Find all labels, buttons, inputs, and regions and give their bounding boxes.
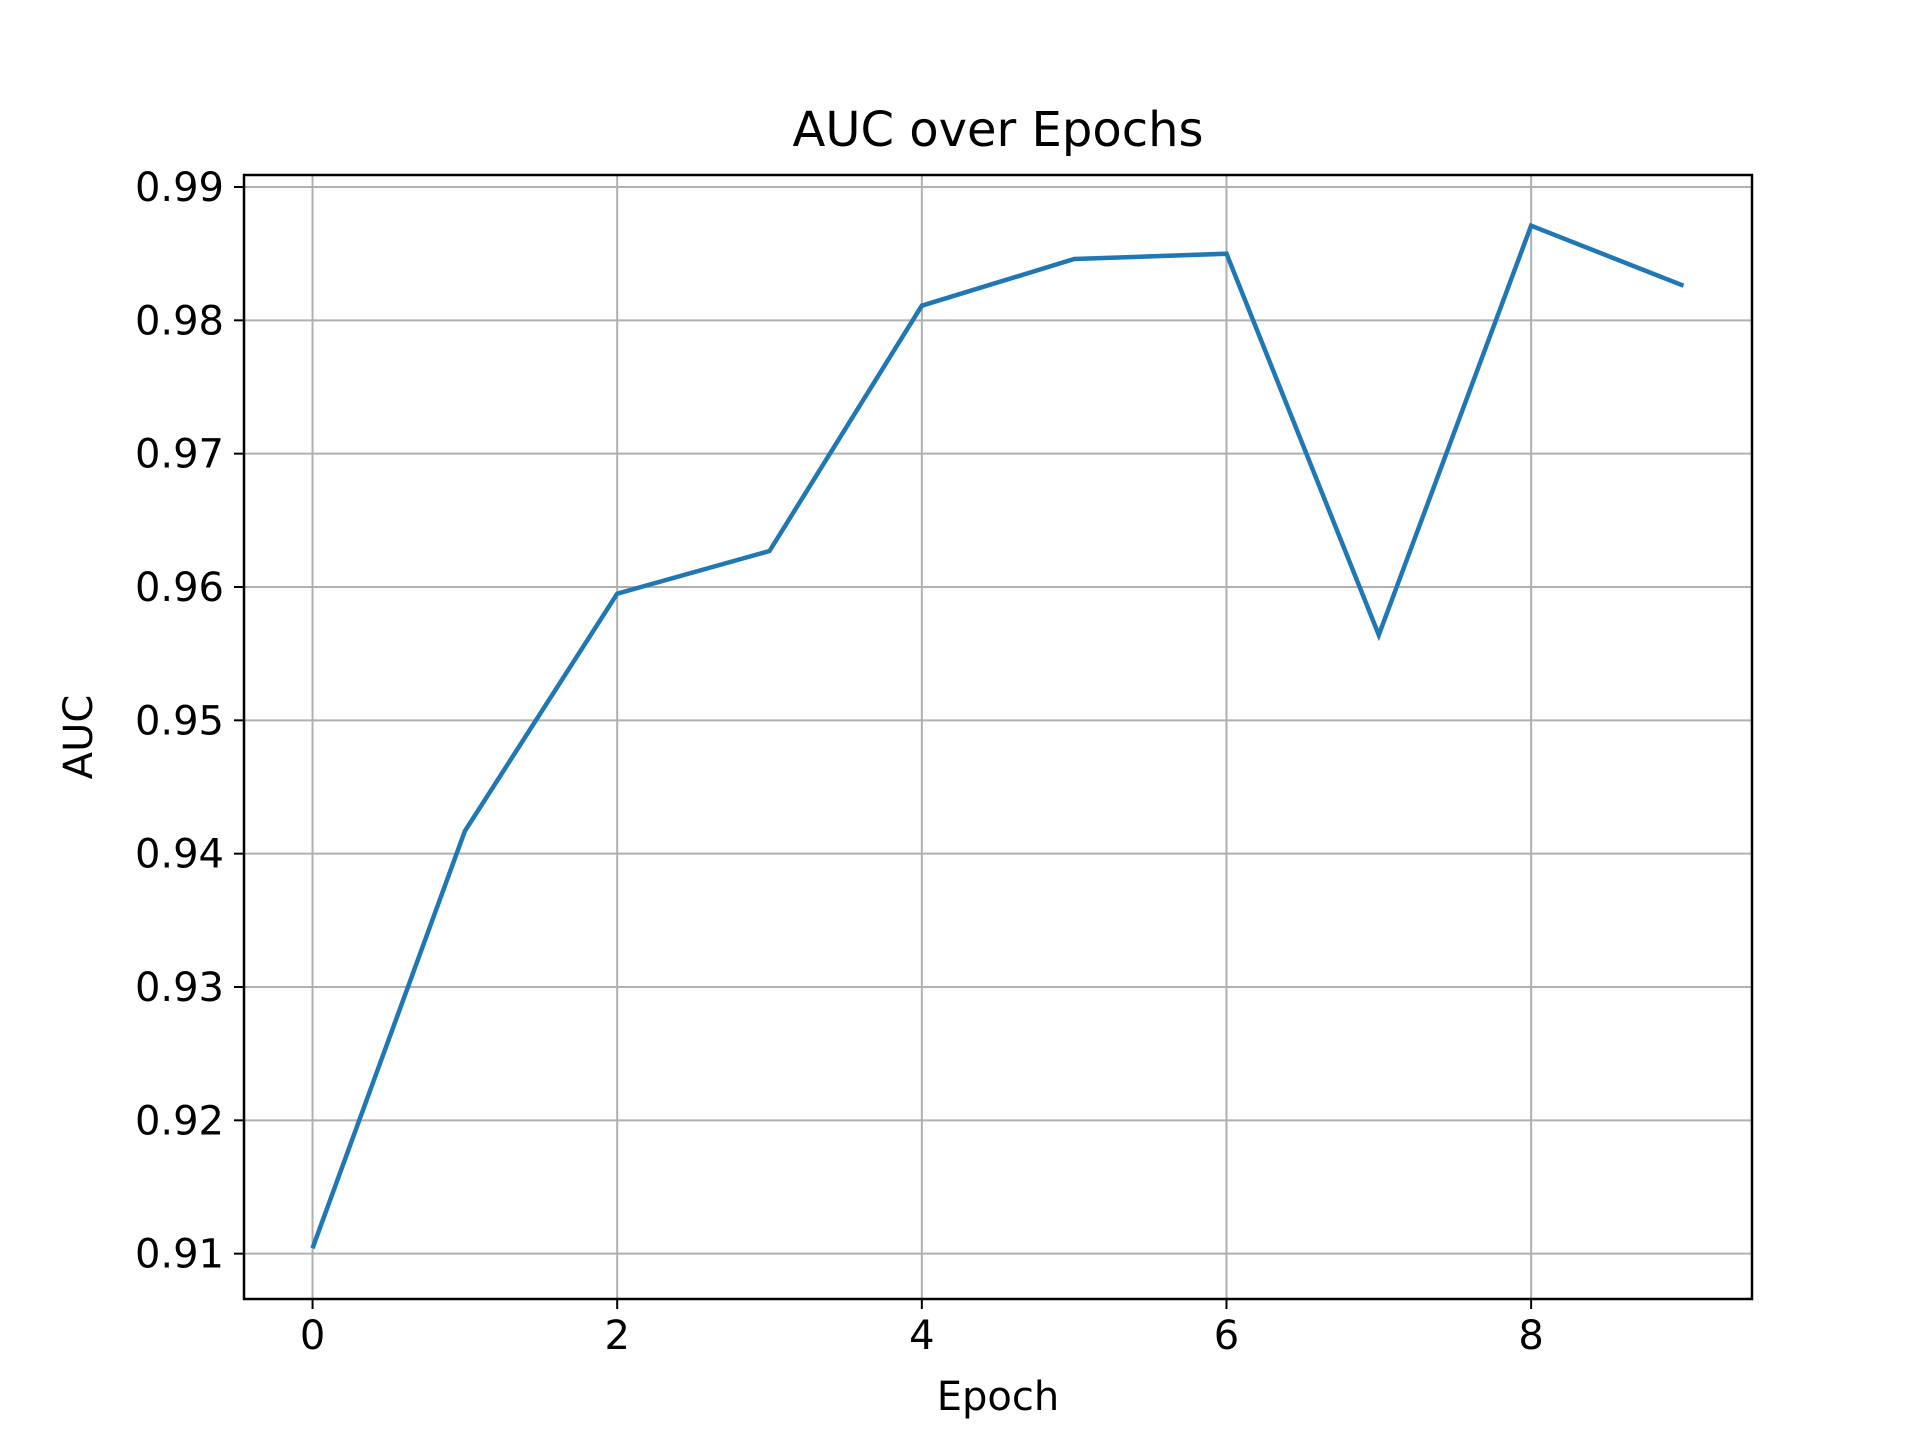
y-tick-label: 0.94 — [135, 832, 224, 878]
y-tick-label: 0.97 — [135, 432, 224, 478]
x-tick-label: 6 — [1214, 1313, 1239, 1359]
y-tick-label: 0.95 — [135, 698, 224, 744]
grid — [244, 175, 1752, 1299]
y-tick-label: 0.98 — [135, 298, 224, 344]
y-tick-label: 0.93 — [135, 965, 224, 1011]
x-axis-label: Epoch — [937, 1374, 1059, 1420]
ticks: 0 2 4 6 8 0.91 0.92 0.93 0.94 0.95 0.96 0.97 0.98 0.9… — [135, 165, 1544, 1359]
chart-title: AUC over Epochs — [792, 102, 1203, 158]
x-tick-label: 4 — [909, 1313, 934, 1359]
series-layer — [310, 222, 1685, 1250]
x-tick-label: 2 — [604, 1313, 629, 1359]
y-tick-label: 0.92 — [135, 1098, 224, 1144]
y-tick-label: 0.91 — [135, 1232, 224, 1278]
y-tick-label: 0.99 — [135, 165, 224, 211]
x-tick-label: 0 — [300, 1313, 325, 1359]
series-line — [310, 222, 1685, 1250]
y-tick-label: 0.96 — [135, 565, 224, 611]
plot-frame — [242, 173, 1754, 1301]
x-tick-label: 8 — [1518, 1313, 1543, 1359]
y-axis-label: AUC — [56, 695, 102, 780]
